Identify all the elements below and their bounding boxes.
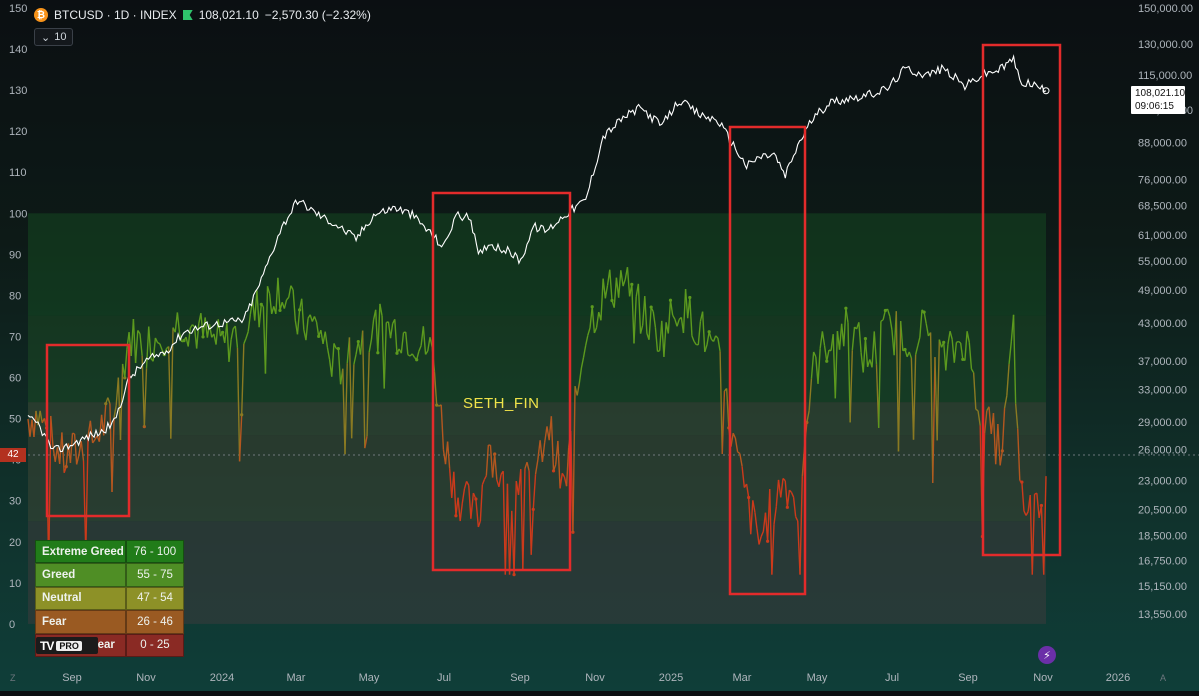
price-change: −2,570.30 (−2.32%) bbox=[265, 8, 371, 22]
fear-greed-segment bbox=[437, 405, 439, 406]
fear-greed-segment bbox=[158, 343, 160, 344]
right-axis-tick: 49,000.00 bbox=[1138, 285, 1187, 297]
time-axis-tick: Nov bbox=[1033, 672, 1053, 684]
right-axis-tick: 13,550.00 bbox=[1138, 609, 1187, 621]
right-axis-tick: 26,000.00 bbox=[1138, 445, 1187, 457]
corner-label-right[interactable]: A bbox=[1160, 673, 1166, 683]
time-axis-tick: Nov bbox=[585, 672, 605, 684]
time-axis-tick: Nov bbox=[136, 672, 156, 684]
legend-name: Neutral bbox=[35, 587, 126, 610]
right-axis-tick: 20,500.00 bbox=[1138, 505, 1187, 517]
time-axis-tick: Sep bbox=[510, 672, 530, 684]
right-axis-tick: 55,000.00 bbox=[1138, 256, 1187, 268]
legend-range: 47 - 54 bbox=[126, 587, 184, 610]
left-axis-tick: 90 bbox=[9, 249, 21, 261]
indicator-count: 10 bbox=[54, 31, 66, 43]
watermark-text: SETH_FIN bbox=[463, 395, 540, 412]
legend-name: Extreme Greed bbox=[35, 540, 126, 563]
right-axis-tick: 16,750.00 bbox=[1138, 556, 1187, 568]
right-axis-tick: 76,000.00 bbox=[1138, 174, 1187, 186]
right-axis-tick: 33,000.00 bbox=[1138, 385, 1187, 397]
legend-range: 0 - 25 bbox=[126, 634, 184, 657]
left-axis-tick: 140 bbox=[9, 44, 27, 56]
right-axis-tick: 23,000.00 bbox=[1138, 476, 1187, 488]
legend-range: 55 - 75 bbox=[126, 563, 184, 586]
left-axis[interactable]: 0102030405060708090100110120130140150 bbox=[9, 3, 27, 631]
left-axis-tick: 30 bbox=[9, 496, 21, 508]
indicator-collapse-button[interactable]: ⌄ 10 bbox=[34, 28, 73, 46]
right-axis-tick: 130,000.00 bbox=[1138, 39, 1193, 51]
right-axis-tick: 68,500.00 bbox=[1138, 201, 1187, 213]
pro-badge: PRO bbox=[56, 641, 82, 651]
left-axis-tick: 150 bbox=[9, 3, 27, 15]
corner-label-left[interactable]: Z bbox=[10, 673, 16, 683]
left-axis-tick: 10 bbox=[9, 578, 21, 590]
left-axis-tick: 0 bbox=[9, 619, 15, 631]
right-axis-tick: 15,150.00 bbox=[1138, 581, 1187, 593]
time-axis-tick: Mar bbox=[733, 672, 752, 684]
time-axis-tick: 2026 bbox=[1106, 672, 1130, 684]
time-axis-tick: Mar bbox=[287, 672, 306, 684]
lightning-icon[interactable]: ⚡ bbox=[1038, 646, 1056, 664]
fear-greed-segment bbox=[72, 433, 74, 434]
time-axis-tick: 2024 bbox=[210, 672, 234, 684]
right-axis-tick: 37,000.00 bbox=[1138, 356, 1187, 368]
symbol-title[interactable]: BTCUSD · 1D · INDEX bbox=[54, 8, 177, 22]
legend-range: 76 - 100 bbox=[126, 540, 184, 563]
current-price-tag: 108,021.10 09:06:15 bbox=[1131, 86, 1185, 114]
fear-greed-value-tag: 42 bbox=[0, 448, 26, 462]
left-axis-tick: 80 bbox=[9, 290, 21, 302]
last-price: 108,021.10 bbox=[199, 8, 259, 22]
chevron-down-icon: ⌄ bbox=[41, 31, 50, 44]
time-axis-tick: May bbox=[807, 672, 828, 684]
right-axis-tick: 150,000.00 bbox=[1138, 3, 1193, 15]
symbol-header: ₿ BTCUSD · 1D · INDEX 108,021.10 −2,570.… bbox=[34, 6, 371, 24]
right-axis-tick: 29,000.00 bbox=[1138, 417, 1187, 429]
legend-range: 26 - 46 bbox=[126, 610, 184, 633]
left-axis-tick: 130 bbox=[9, 85, 27, 97]
zone-band bbox=[28, 435, 1046, 521]
price-tag-time: 09:06:15 bbox=[1135, 100, 1185, 113]
flag-icon[interactable] bbox=[183, 10, 193, 20]
left-axis-tick: 120 bbox=[9, 126, 27, 138]
zone-band bbox=[28, 316, 1046, 402]
right-axis-tick: 18,500.00 bbox=[1138, 531, 1187, 543]
left-axis-tick: 70 bbox=[9, 331, 21, 343]
time-axis-tick: Jul bbox=[437, 672, 451, 684]
price-tag-value: 108,021.10 bbox=[1135, 87, 1185, 100]
left-axis-tick: 50 bbox=[9, 414, 21, 426]
time-axis-tick: 2025 bbox=[659, 672, 683, 684]
legend-name: Fear bbox=[35, 610, 126, 633]
tradingview-mark: TV bbox=[40, 639, 53, 653]
time-axis-tick: May bbox=[359, 672, 380, 684]
time-axis[interactable]: Sep Nov 2024 Mar May Jul Sep Nov 2025 Mar May Jul Se… bbox=[62, 672, 1130, 684]
right-axis-tick: 88,000.00 bbox=[1138, 137, 1187, 149]
time-axis-tick: Sep bbox=[958, 672, 978, 684]
right-axis-tick: 115,000.00 bbox=[1138, 70, 1192, 82]
bitcoin-icon: ₿ bbox=[34, 8, 48, 22]
fear-greed-segment bbox=[658, 351, 660, 352]
tradingview-logo[interactable]: TV PRO bbox=[36, 637, 98, 654]
right-axis-tick: 61,000.00 bbox=[1138, 230, 1187, 242]
left-axis-tick: 110 bbox=[9, 167, 27, 179]
left-axis-tick: 60 bbox=[9, 373, 21, 385]
right-axis-tick: 43,000.00 bbox=[1138, 318, 1187, 330]
left-axis-tick: 100 bbox=[9, 208, 27, 220]
left-axis-tick: 20 bbox=[9, 537, 21, 549]
legend-name: Greed bbox=[35, 563, 126, 586]
time-axis-tick: Jul bbox=[885, 672, 899, 684]
time-axis-tick: Sep bbox=[62, 672, 82, 684]
